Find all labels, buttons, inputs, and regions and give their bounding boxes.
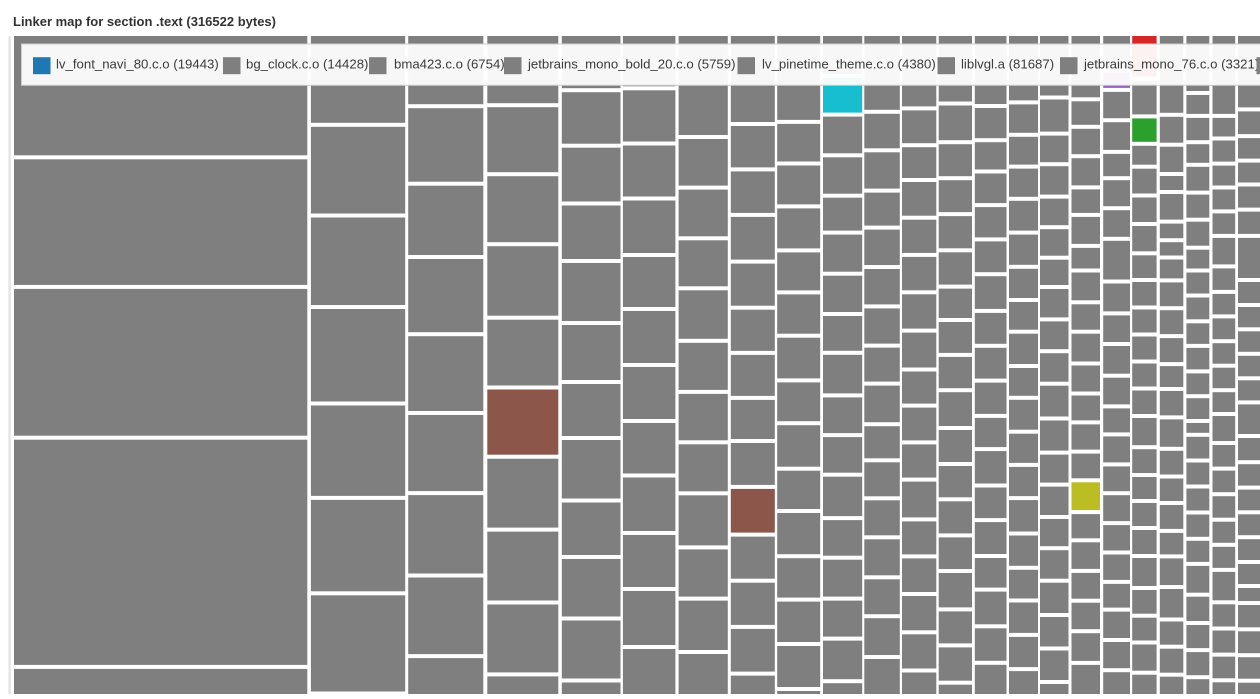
svg-text:bma423.c.o (6754): bma423.c.o (6754) (394, 57, 505, 72)
svg-text:liblvgl.a (81687): liblvgl.a (81687) (961, 57, 1054, 72)
svg-text:lv_font_navi_80.c.o (19443): lv_font_navi_80.c.o (19443) (56, 57, 219, 72)
svg-text:Linker map for section .text (: Linker map for section .text (316522 byt… (13, 14, 276, 29)
svg-text:bg_clock.c.o (14428): bg_clock.c.o (14428) (246, 57, 368, 72)
svg-text:lv_pinetime_theme.c.o (4380): lv_pinetime_theme.c.o (4380) (762, 57, 936, 72)
svg-text:jetbrains_mono_76.c.o (3321): jetbrains_mono_76.c.o (3321) (1083, 57, 1259, 72)
svg-text:jetbrains_mono_bold_20.c.o (57: jetbrains_mono_bold_20.c.o (5759) (527, 57, 735, 72)
